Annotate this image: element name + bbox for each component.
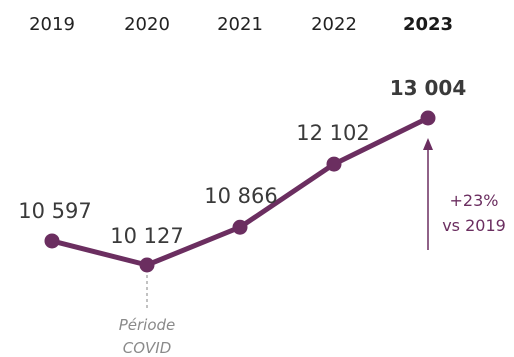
series-line-group xyxy=(44,110,436,273)
data-label-2019: 10 597 xyxy=(18,199,91,223)
data-point-2020 xyxy=(139,257,155,273)
growth-arrow-up-icon xyxy=(423,138,433,150)
year-labels: 2019 2020 2021 2022 2023 xyxy=(29,14,453,35)
covid-annotation: Période COVID xyxy=(119,269,176,357)
x-tick-label-2022: 2022 xyxy=(311,14,357,35)
x-tick-label-2021: 2021 xyxy=(217,14,263,35)
data-label-2020: 10 127 xyxy=(110,224,183,248)
covid-label-line1: Période xyxy=(119,316,176,334)
data-point-2019 xyxy=(44,233,60,249)
data-label-2021: 10 866 xyxy=(204,184,277,208)
data-point-2022 xyxy=(326,156,342,172)
x-tick-label-2023: 2023 xyxy=(403,14,453,35)
growth-label-line1: +23% xyxy=(450,191,499,210)
x-tick-label-2020: 2020 xyxy=(124,14,170,35)
covid-label-line2: COVID xyxy=(123,339,172,357)
x-tick-label-2019: 2019 xyxy=(29,14,75,35)
data-label-2022: 12 102 xyxy=(296,121,369,145)
value-labels: 10 597 10 127 10 866 12 102 13 004 xyxy=(18,76,466,248)
data-point-2021 xyxy=(232,219,248,235)
growth-label-line2: vs 2019 xyxy=(442,216,506,235)
data-point-2023 xyxy=(420,110,436,126)
growth-annotation: +23% vs 2019 xyxy=(423,138,506,250)
data-label-2023: 13 004 xyxy=(390,76,467,100)
